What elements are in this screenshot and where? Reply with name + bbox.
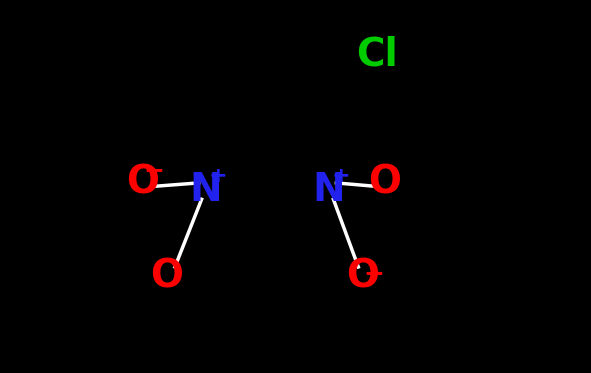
Text: N: N (313, 171, 345, 209)
Text: +: + (209, 166, 227, 186)
Text: O: O (126, 164, 159, 202)
Text: N: N (190, 171, 222, 209)
Text: O: O (346, 257, 379, 295)
Text: −: − (363, 261, 384, 285)
Text: +: + (332, 166, 350, 186)
Text: Cl: Cl (356, 35, 398, 73)
Text: −: − (143, 158, 164, 182)
Text: O: O (150, 257, 183, 295)
Text: O: O (369, 164, 401, 202)
